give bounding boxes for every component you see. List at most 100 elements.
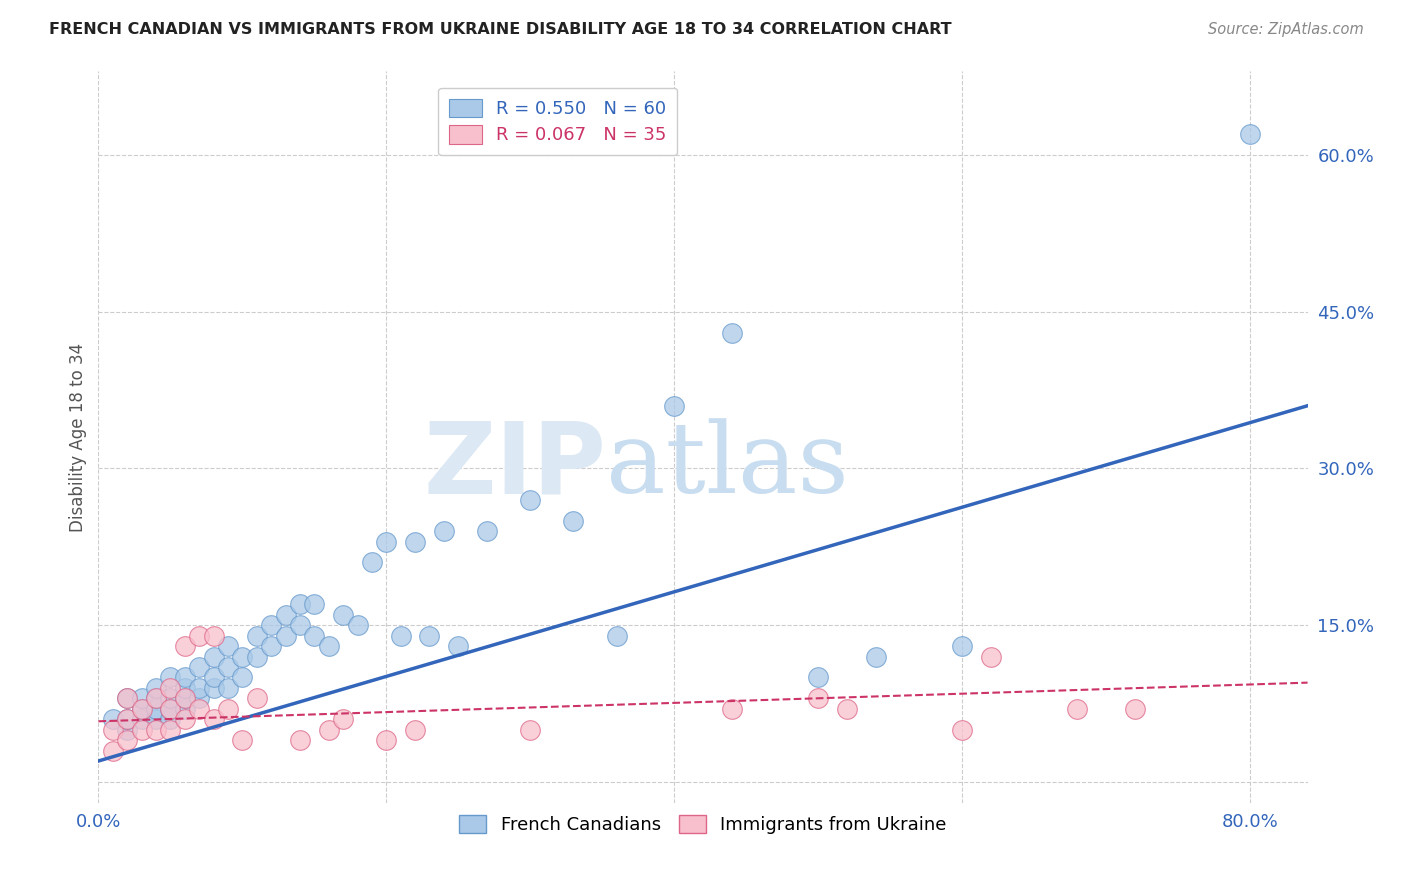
- Point: [173, 691, 195, 706]
- Point: [159, 702, 181, 716]
- Point: [318, 639, 340, 653]
- Point: [433, 524, 456, 538]
- Point: [159, 681, 181, 695]
- Point: [115, 723, 138, 737]
- Point: [404, 723, 426, 737]
- Point: [807, 670, 830, 684]
- Text: ZIP: ZIP: [423, 417, 606, 515]
- Point: [950, 639, 973, 653]
- Point: [217, 681, 239, 695]
- Point: [835, 702, 858, 716]
- Point: [519, 723, 541, 737]
- Text: atlas: atlas: [606, 418, 849, 514]
- Point: [159, 723, 181, 737]
- Point: [217, 660, 239, 674]
- Point: [159, 670, 181, 684]
- Point: [288, 597, 311, 611]
- Point: [318, 723, 340, 737]
- Point: [231, 733, 253, 747]
- Point: [606, 629, 628, 643]
- Point: [231, 649, 253, 664]
- Point: [173, 691, 195, 706]
- Point: [131, 702, 153, 716]
- Point: [389, 629, 412, 643]
- Point: [188, 691, 211, 706]
- Point: [519, 492, 541, 507]
- Point: [145, 691, 167, 706]
- Point: [202, 712, 225, 726]
- Point: [375, 534, 398, 549]
- Point: [173, 681, 195, 695]
- Point: [115, 733, 138, 747]
- Point: [131, 712, 153, 726]
- Legend: French Canadians, Immigrants from Ukraine: French Canadians, Immigrants from Ukrain…: [451, 807, 955, 841]
- Point: [188, 702, 211, 716]
- Point: [260, 618, 283, 632]
- Point: [188, 681, 211, 695]
- Point: [115, 712, 138, 726]
- Point: [332, 712, 354, 726]
- Point: [217, 702, 239, 716]
- Point: [274, 629, 297, 643]
- Text: FRENCH CANADIAN VS IMMIGRANTS FROM UKRAINE DISABILITY AGE 18 TO 34 CORRELATION C: FRENCH CANADIAN VS IMMIGRANTS FROM UKRAI…: [49, 22, 952, 37]
- Point: [1066, 702, 1088, 716]
- Point: [115, 691, 138, 706]
- Point: [304, 597, 326, 611]
- Point: [664, 399, 686, 413]
- Point: [188, 629, 211, 643]
- Point: [173, 712, 195, 726]
- Point: [131, 723, 153, 737]
- Point: [346, 618, 368, 632]
- Point: [101, 743, 124, 757]
- Point: [145, 702, 167, 716]
- Point: [145, 723, 167, 737]
- Point: [145, 712, 167, 726]
- Point: [115, 712, 138, 726]
- Point: [246, 691, 269, 706]
- Point: [131, 691, 153, 706]
- Point: [260, 639, 283, 653]
- Point: [562, 514, 585, 528]
- Point: [159, 702, 181, 716]
- Point: [115, 691, 138, 706]
- Point: [720, 326, 742, 340]
- Point: [246, 649, 269, 664]
- Point: [1239, 127, 1261, 141]
- Point: [332, 607, 354, 622]
- Point: [101, 723, 124, 737]
- Point: [980, 649, 1002, 664]
- Point: [404, 534, 426, 549]
- Point: [288, 618, 311, 632]
- Point: [950, 723, 973, 737]
- Point: [274, 607, 297, 622]
- Point: [807, 691, 830, 706]
- Point: [231, 670, 253, 684]
- Point: [720, 702, 742, 716]
- Point: [361, 556, 384, 570]
- Text: Source: ZipAtlas.com: Source: ZipAtlas.com: [1208, 22, 1364, 37]
- Point: [202, 681, 225, 695]
- Point: [288, 733, 311, 747]
- Point: [159, 691, 181, 706]
- Point: [202, 670, 225, 684]
- Point: [101, 712, 124, 726]
- Point: [159, 712, 181, 726]
- Point: [145, 681, 167, 695]
- Point: [173, 702, 195, 716]
- Point: [304, 629, 326, 643]
- Point: [418, 629, 440, 643]
- Point: [375, 733, 398, 747]
- Point: [447, 639, 470, 653]
- Point: [217, 639, 239, 653]
- Point: [202, 649, 225, 664]
- Point: [1123, 702, 1146, 716]
- Point: [475, 524, 498, 538]
- Point: [173, 670, 195, 684]
- Point: [131, 702, 153, 716]
- Point: [202, 629, 225, 643]
- Point: [246, 629, 269, 643]
- Y-axis label: Disability Age 18 to 34: Disability Age 18 to 34: [69, 343, 87, 532]
- Point: [173, 639, 195, 653]
- Point: [145, 691, 167, 706]
- Point: [865, 649, 887, 664]
